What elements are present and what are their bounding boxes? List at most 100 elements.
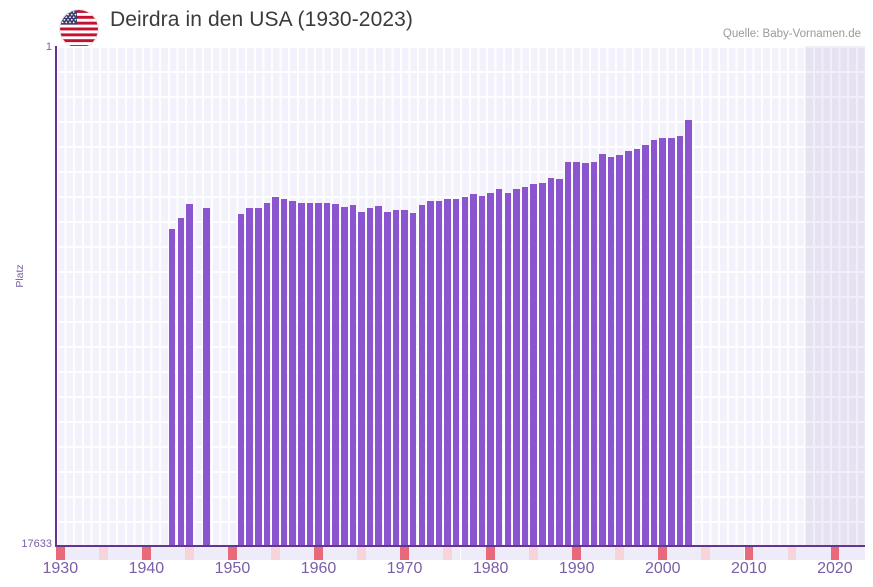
x-marker-decade <box>228 547 237 560</box>
bar[interactable] <box>289 200 296 546</box>
bar[interactable] <box>659 138 666 546</box>
x-marker <box>589 547 599 560</box>
bar[interactable] <box>358 211 365 546</box>
x-axis-line <box>56 545 865 547</box>
x-marker-decade <box>830 547 840 560</box>
x-marker-half-decade <box>185 547 194 560</box>
bar[interactable] <box>538 183 546 546</box>
bar[interactable] <box>676 136 684 546</box>
x-marker-decade <box>56 547 65 560</box>
x-marker <box>494 547 504 560</box>
bar[interactable] <box>616 155 623 546</box>
bar[interactable] <box>401 210 408 546</box>
bar[interactable] <box>315 203 322 546</box>
x-marker <box>176 547 186 560</box>
x-axis-markers <box>56 547 865 560</box>
x-marker <box>469 547 478 560</box>
x-marker <box>512 547 521 560</box>
bar[interactable] <box>452 199 460 546</box>
x-marker <box>193 547 203 560</box>
bar[interactable] <box>280 198 288 546</box>
bar[interactable] <box>633 148 641 546</box>
x-marker-half-decade <box>99 547 108 560</box>
x-marker <box>408 547 418 560</box>
x-marker-decade <box>314 547 323 560</box>
x-marker <box>90 547 100 560</box>
bar[interactable] <box>573 161 580 546</box>
bar[interactable] <box>384 211 391 546</box>
bar[interactable] <box>642 145 649 546</box>
bar[interactable] <box>564 162 572 546</box>
x-marker <box>73 547 82 560</box>
bar[interactable] <box>504 192 512 546</box>
bar[interactable] <box>323 202 331 546</box>
x-marker <box>546 547 556 560</box>
bar[interactable] <box>332 203 339 546</box>
bar[interactable] <box>478 196 486 546</box>
x-marker-decade <box>400 547 409 560</box>
bar[interactable] <box>263 202 271 546</box>
bar[interactable] <box>461 196 469 546</box>
bar[interactable] <box>349 205 357 546</box>
bar[interactable] <box>177 218 185 546</box>
bar[interactable] <box>186 203 193 546</box>
x-marker <box>133 547 143 560</box>
x-marker <box>710 547 719 560</box>
x-marker <box>753 547 762 560</box>
bar[interactable] <box>444 198 451 546</box>
bar[interactable] <box>298 202 305 546</box>
x-tick-label: 1940 <box>128 560 165 577</box>
x-marker <box>159 547 168 560</box>
x-marker <box>598 547 607 560</box>
bar[interactable] <box>272 196 279 546</box>
y-tick-top: 1 <box>45 41 52 53</box>
bar[interactable] <box>375 205 382 546</box>
bar[interactable] <box>556 178 563 546</box>
bar[interactable] <box>650 140 658 546</box>
bar[interactable] <box>427 200 434 546</box>
bar[interactable] <box>685 119 692 546</box>
x-marker <box>624 547 633 560</box>
bar[interactable] <box>582 163 589 546</box>
x-marker <box>331 547 340 560</box>
x-marker <box>451 547 461 560</box>
x-marker-decade <box>658 547 668 560</box>
bar[interactable] <box>607 156 615 546</box>
bar[interactable] <box>470 194 477 546</box>
x-marker <box>641 547 650 560</box>
x-tick-label: 2020 <box>817 560 853 577</box>
bar[interactable] <box>203 207 210 546</box>
x-marker <box>537 547 547 560</box>
bar[interactable] <box>168 228 176 546</box>
x-marker-decade <box>572 547 581 560</box>
bar[interactable] <box>495 189 503 546</box>
bar[interactable] <box>625 150 632 546</box>
x-marker <box>684 547 693 560</box>
bar[interactable] <box>487 193 494 546</box>
bar[interactable] <box>521 187 529 546</box>
bar[interactable] <box>599 153 606 546</box>
x-marker <box>580 547 590 560</box>
x-tick-label: 1950 <box>214 560 251 577</box>
bar[interactable] <box>409 212 417 546</box>
bar[interactable] <box>392 210 400 546</box>
bar[interactable] <box>366 208 374 546</box>
x-marker <box>520 547 530 560</box>
bar[interactable] <box>418 205 426 546</box>
bar[interactable] <box>530 183 537 546</box>
bar[interactable] <box>306 202 314 546</box>
x-marker <box>434 547 444 560</box>
bar[interactable] <box>590 161 598 546</box>
bar[interactable] <box>547 177 555 546</box>
bar[interactable] <box>237 214 245 546</box>
bar[interactable] <box>668 138 675 546</box>
bar[interactable] <box>254 207 262 546</box>
chart-header: Deirdra in den USA (1930-2023) Quelle: B… <box>0 0 873 48</box>
bar[interactable] <box>513 189 520 546</box>
x-marker <box>761 547 771 560</box>
bar[interactable] <box>341 207 348 546</box>
bar[interactable] <box>246 207 253 546</box>
bar[interactable] <box>435 201 443 546</box>
x-marker-half-decade <box>271 547 280 560</box>
x-tick-label: 1930 <box>42 560 79 577</box>
